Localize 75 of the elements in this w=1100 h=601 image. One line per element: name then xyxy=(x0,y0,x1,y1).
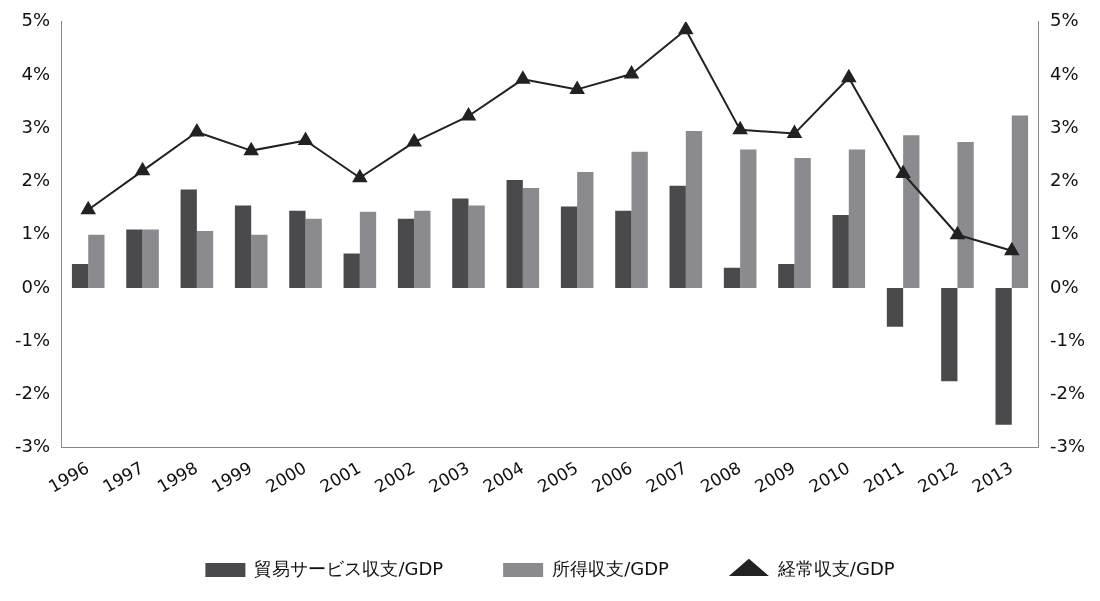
point xyxy=(570,81,585,94)
y2-tick-label: 4% xyxy=(1049,62,1079,84)
legend-label: 所得収支/GDP xyxy=(552,557,670,579)
point xyxy=(244,142,259,156)
point xyxy=(950,226,965,240)
bar xyxy=(995,287,1012,425)
y2-tick-label: 3% xyxy=(1049,115,1079,137)
bar xyxy=(560,206,578,288)
y2-tick-label: -2% xyxy=(1049,382,1086,404)
y-tick-label: 2% xyxy=(21,169,51,191)
point xyxy=(298,132,313,146)
bar xyxy=(631,151,648,288)
y2-tick-label: 0% xyxy=(1049,275,1079,297)
point xyxy=(352,169,367,183)
y2-tick-label: -1% xyxy=(1049,328,1086,350)
point xyxy=(841,69,856,83)
bar xyxy=(577,171,594,288)
bar xyxy=(669,185,686,288)
bar xyxy=(832,215,849,288)
y-tick-label: 4% xyxy=(21,62,51,84)
point xyxy=(135,162,150,176)
point xyxy=(787,125,802,139)
bar xyxy=(685,130,703,288)
bar xyxy=(740,149,757,288)
bar xyxy=(522,187,540,288)
bar xyxy=(848,149,866,288)
point xyxy=(189,124,204,137)
y2-tick-label: 5% xyxy=(1049,9,1079,31)
bar xyxy=(397,218,415,288)
point xyxy=(515,71,530,84)
legend-label: 貿易サービス収支/GDP xyxy=(254,557,444,579)
y2-tick-label: 1% xyxy=(1049,222,1079,244)
bar xyxy=(289,210,306,288)
bar xyxy=(615,210,632,288)
y-tick-label: 0% xyxy=(21,275,51,297)
bar xyxy=(180,189,197,288)
point xyxy=(407,134,422,147)
y2-tick-label: 2% xyxy=(1049,169,1079,191)
bar xyxy=(506,179,523,288)
point xyxy=(896,165,911,179)
point xyxy=(81,201,96,215)
bar xyxy=(126,229,143,288)
bar xyxy=(251,234,268,288)
bar xyxy=(941,287,958,382)
bar xyxy=(1011,115,1029,288)
bar xyxy=(305,218,322,288)
y-tick-label: -3% xyxy=(14,435,51,457)
y-tick-label: 3% xyxy=(21,115,51,137)
y-tick-label: -1% xyxy=(14,328,51,350)
bar xyxy=(468,205,485,288)
y-tick-label: 5% xyxy=(21,9,51,31)
bar xyxy=(794,158,811,288)
bar xyxy=(414,210,431,288)
bar xyxy=(778,264,795,288)
y-tick-label: 1% xyxy=(21,222,51,244)
bar xyxy=(957,142,974,288)
bar xyxy=(196,231,214,288)
point xyxy=(461,108,476,121)
y-tick-label: -2% xyxy=(14,382,51,404)
bar xyxy=(723,267,741,288)
point xyxy=(733,121,748,135)
y2-tick-label: -3% xyxy=(1049,435,1086,457)
point xyxy=(1004,242,1019,256)
bar xyxy=(452,198,469,288)
point xyxy=(678,21,693,35)
bar xyxy=(903,135,920,288)
bar xyxy=(88,234,105,288)
bar xyxy=(886,287,904,327)
bar xyxy=(343,253,360,288)
bar xyxy=(142,229,159,288)
legend-label: 経常収支/GDP xyxy=(776,557,895,579)
bar xyxy=(359,211,377,288)
bar xyxy=(234,205,252,288)
point xyxy=(624,65,639,79)
bar xyxy=(71,264,89,288)
